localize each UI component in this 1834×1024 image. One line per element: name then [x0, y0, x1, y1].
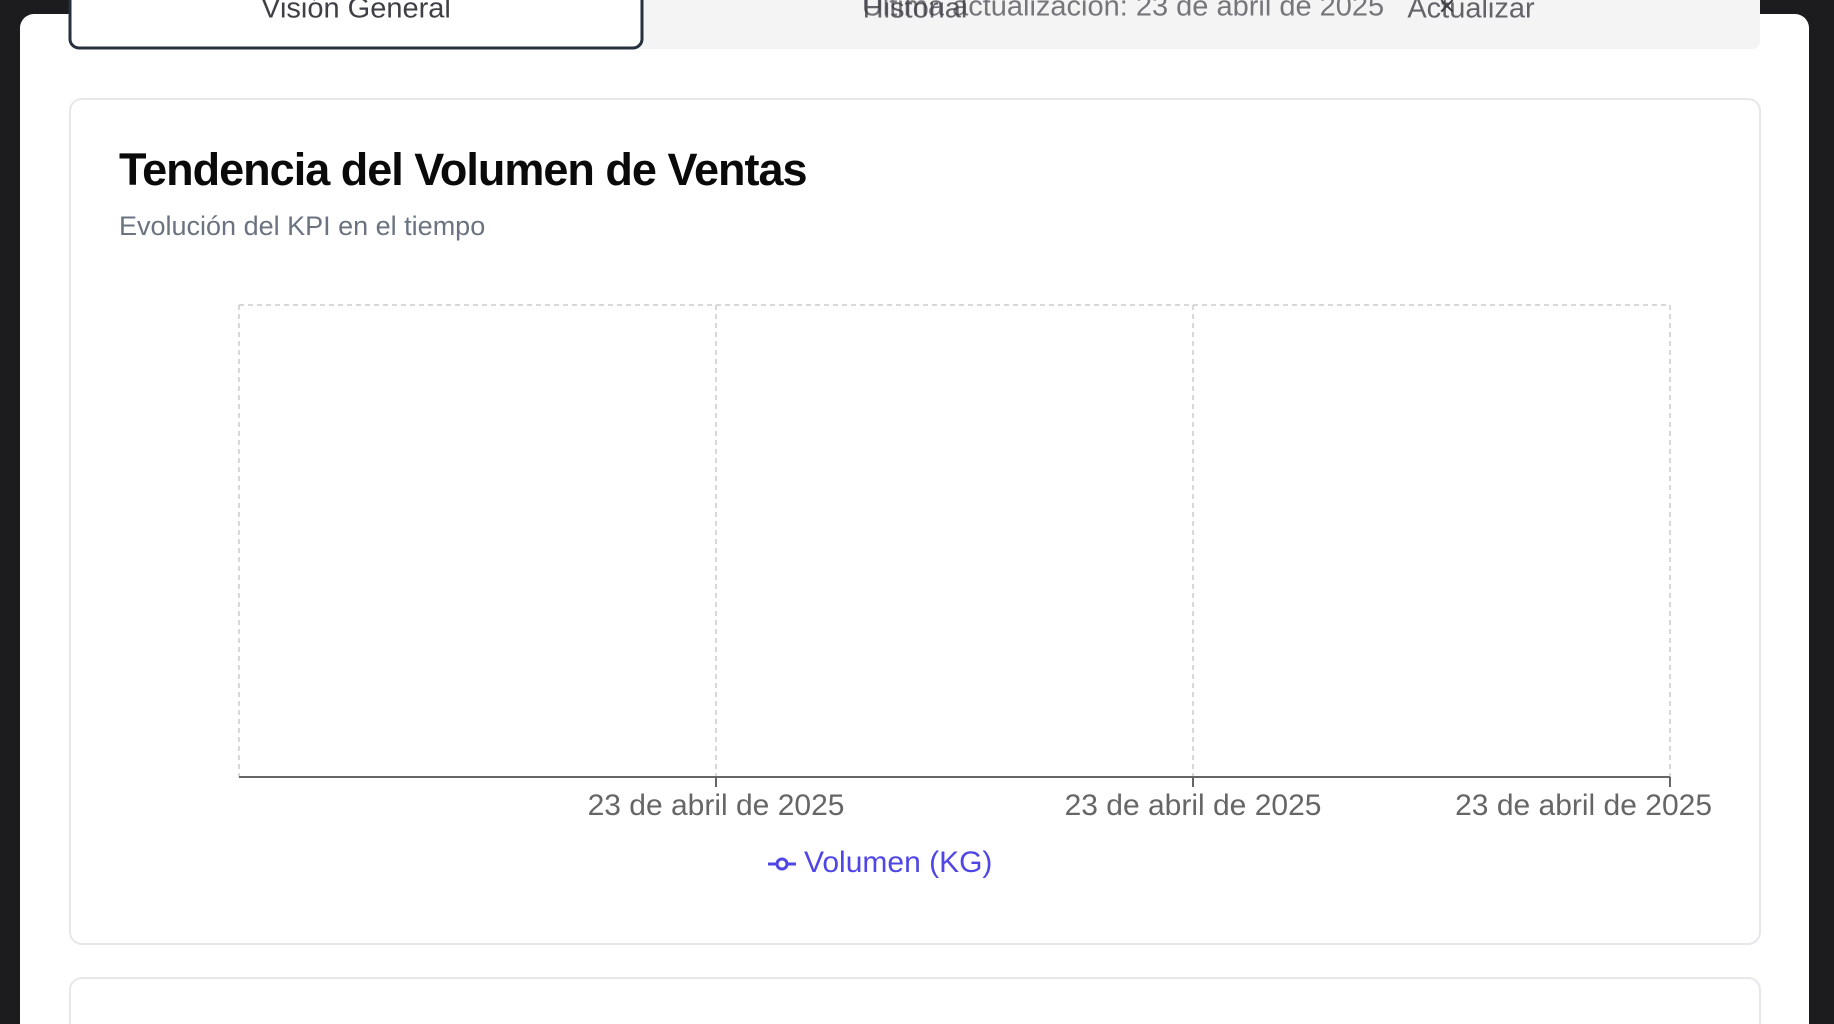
card-subtitle: Evolución del KPI en el tiempo — [119, 211, 485, 241]
x-tick-label: 23 de abril de 2025 — [588, 789, 845, 822]
next-card — [69, 977, 1761, 1024]
plot: 23 de abril de 2025 23 de abril de 2025 23… — [238, 304, 1712, 879]
legend-label: Volumen (KG) — [804, 846, 992, 879]
last-update: Última actualización: 23 de abril de 202… — [862, 0, 1384, 23]
active-tab[interactable] — [68, 0, 644, 50]
chart-card — [69, 98, 1761, 945]
card-title: Tendencia del Volumen de Ventas — [119, 144, 807, 195]
legend-marker — [775, 857, 789, 871]
tab[interactable]: Historial — [863, 0, 968, 25]
close-button[interactable]: × — [1439, 0, 1456, 23]
tab[interactable]: Visión General — [261, 0, 451, 25]
tab[interactable]: Actualizar — [1407, 0, 1535, 25]
x-tick-label: 23 de abril de 2025 — [1455, 789, 1712, 822]
x-tick-label: 23 de abril de 2025 — [1065, 789, 1322, 822]
